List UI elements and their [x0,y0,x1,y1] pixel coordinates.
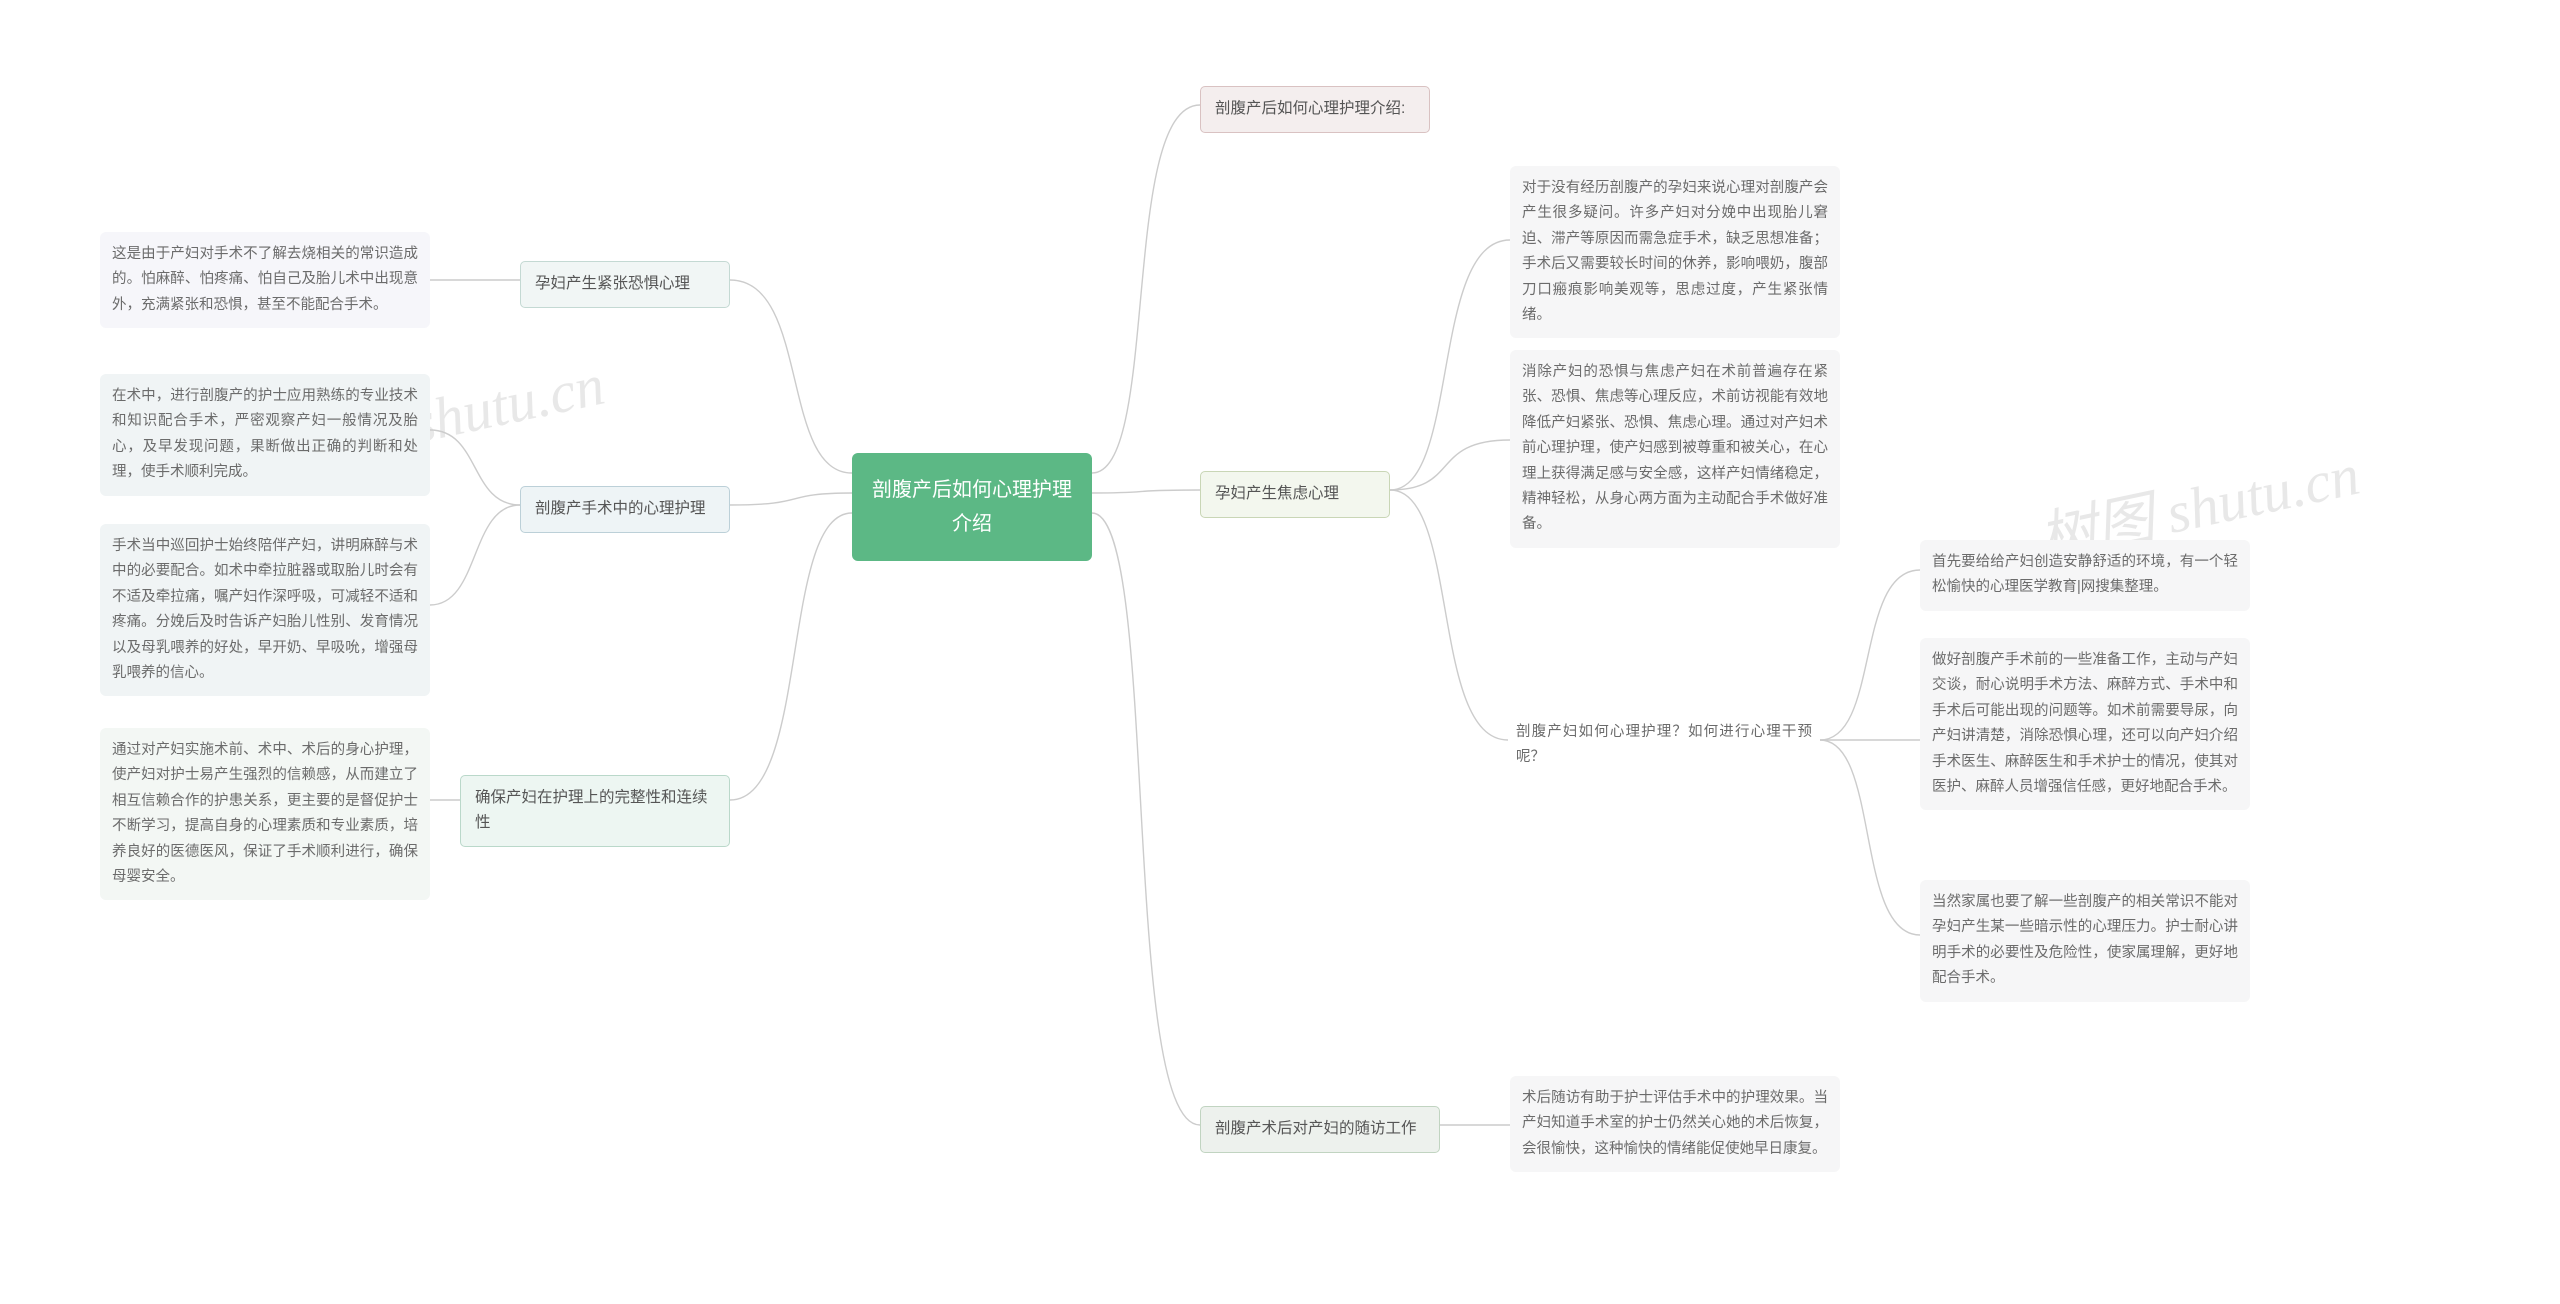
branch-r1: 剖腹产后如何心理护理介绍: [1200,86,1430,133]
leaf-r2-c3-s2-text: 做好剖腹产手术前的一些准备工作，主动与产妇交谈，耐心说明手术方法、麻醉方式、手术… [1932,652,2238,795]
branch-l1-label: 孕妇产生紧张恐惧心理 [535,275,690,292]
leaf-r2-c1-text: 对于没有经历剖腹产的孕妇来说心理对剖腹产会产生很多疑问。许多产妇对分娩中出现胎儿… [1522,180,1828,323]
branch-r3-label: 剖腹产术后对产妇的随访工作 [1215,1120,1417,1137]
leaf-r2-c3-s1-text: 首先要给给产妇创造安静舒适的环境，有一个轻松愉快的心理医学教育|网搜集整理。 [1932,554,2238,595]
branch-r1-label: 剖腹产后如何心理护理介绍: [1215,100,1405,117]
branch-l3-label: 确保产妇在护理上的完整性和连续性 [475,789,708,831]
leaf-r2-c1: 对于没有经历剖腹产的孕妇来说心理对剖腹产会产生很多疑问。许多产妇对分娩中出现胎儿… [1510,166,1840,338]
branch-l2-label: 剖腹产手术中的心理护理 [535,500,706,517]
branch-r3: 剖腹产术后对产妇的随访工作 [1200,1106,1440,1153]
leaf-r3-child: 术后随访有助于护士评估手术中的护理效果。当产妇知道手术室的护士仍然关心她的术后恢… [1510,1076,1840,1172]
leaf-r2-c3-s1: 首先要给给产妇创造安静舒适的环境，有一个轻松愉快的心理医学教育|网搜集整理。 [1920,540,2250,611]
leaf-r2-c3-s3-text: 当然家属也要了解一些剖腹产的相关常识不能对孕妇产生某一些暗示性的心理压力。护士耐… [1932,894,2238,986]
leaf-l2-c2: 手术当中巡回护士始终陪伴产妇，讲明麻醉与术中的必要配合。如术中牵拉脏器或取胎儿时… [100,524,430,696]
branch-r2-c3-label: 剖腹产妇如何心理护理？如何进行心理干预呢？ [1516,724,1812,765]
root-title: 剖腹产后如何心理护理介绍 [872,479,1072,535]
leaf-r2-c2-text: 消除产妇的恐惧与焦虑产妇在术前普遍存在紧张、恐惧、焦虑等心理反应，术前访视能有效… [1522,364,1828,532]
branch-l1: 孕妇产生紧张恐惧心理 [520,261,730,308]
leaf-l3-child-text: 通过对产妇实施术前、术中、术后的身心护理，使产妇对护士易产生强烈的信赖感，从而建… [112,742,418,885]
leaf-r2-c3-s2: 做好剖腹产手术前的一些准备工作，主动与产妇交谈，耐心说明手术方法、麻醉方式、手术… [1920,638,2250,810]
root-node: 剖腹产后如何心理护理介绍 [852,453,1092,561]
leaf-l2-c2-text: 手术当中巡回护士始终陪伴产妇，讲明麻醉与术中的必要配合。如术中牵拉脏器或取胎儿时… [112,538,418,681]
leaf-l2-c1: 在术中，进行剖腹产的护士应用熟练的专业技术和知识配合手术，严密观察产妇一般情况及… [100,374,430,496]
leaf-r2-c2: 消除产妇的恐惧与焦虑产妇在术前普遍存在紧张、恐惧、焦虑等心理反应，术前访视能有效… [1510,350,1840,548]
leaf-l2-c1-text: 在术中，进行剖腹产的护士应用熟练的专业技术和知识配合手术，严密观察产妇一般情况及… [112,388,418,480]
leaf-r3-child-text: 术后随访有助于护士评估手术中的护理效果。当产妇知道手术室的护士仍然关心她的术后恢… [1522,1090,1828,1157]
leaf-l3-child: 通过对产妇实施术前、术中、术后的身心护理，使产妇对护士易产生强烈的信赖感，从而建… [100,728,430,900]
branch-r2: 孕妇产生焦虑心理 [1200,471,1390,518]
leaf-l1-child: 这是由于产妇对手术不了解去烧相关的常识造成的。怕麻醉、怕疼痛、怕自己及胎儿术中出… [100,232,430,328]
branch-l3: 确保产妇在护理上的完整性和连续性 [460,775,730,847]
branch-l2: 剖腹产手术中的心理护理 [520,486,730,533]
branch-r2-label: 孕妇产生焦虑心理 [1215,485,1339,502]
leaf-l1-child-text: 这是由于产妇对手术不了解去烧相关的常识造成的。怕麻醉、怕疼痛、怕自己及胎儿术中出… [112,246,418,313]
leaf-r2-c3-s3: 当然家属也要了解一些剖腹产的相关常识不能对孕妇产生某一些暗示性的心理压力。护士耐… [1920,880,2250,1002]
branch-r2-c3: 剖腹产妇如何心理护理？如何进行心理干预呢？ [1508,714,1820,777]
